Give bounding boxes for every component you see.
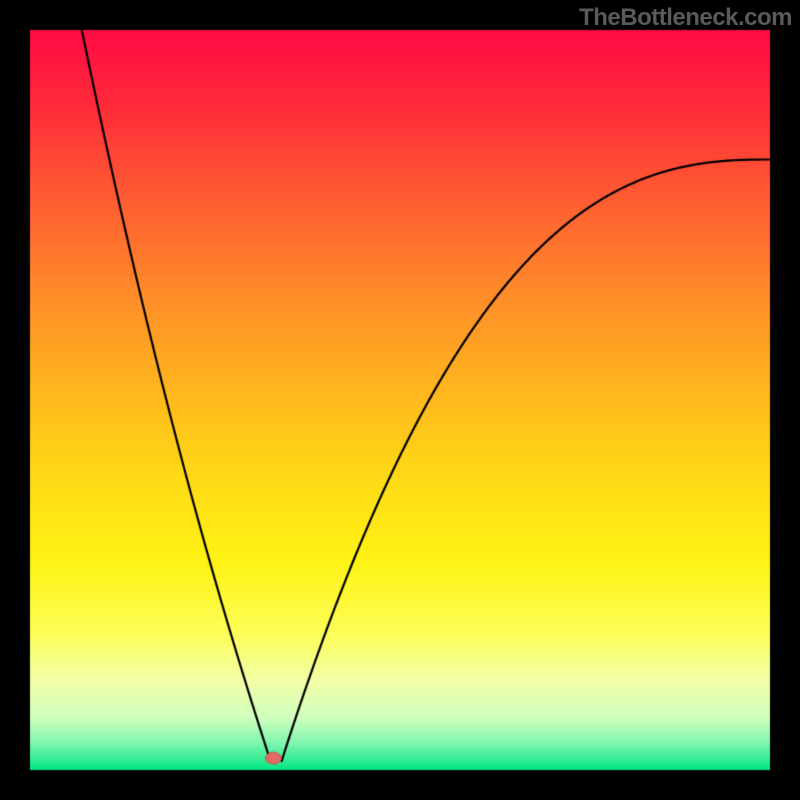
chart-plot xyxy=(0,0,800,800)
watermark-text: TheBottleneck.com xyxy=(579,4,792,32)
chart-container: TheBottleneck.com xyxy=(0,0,800,800)
